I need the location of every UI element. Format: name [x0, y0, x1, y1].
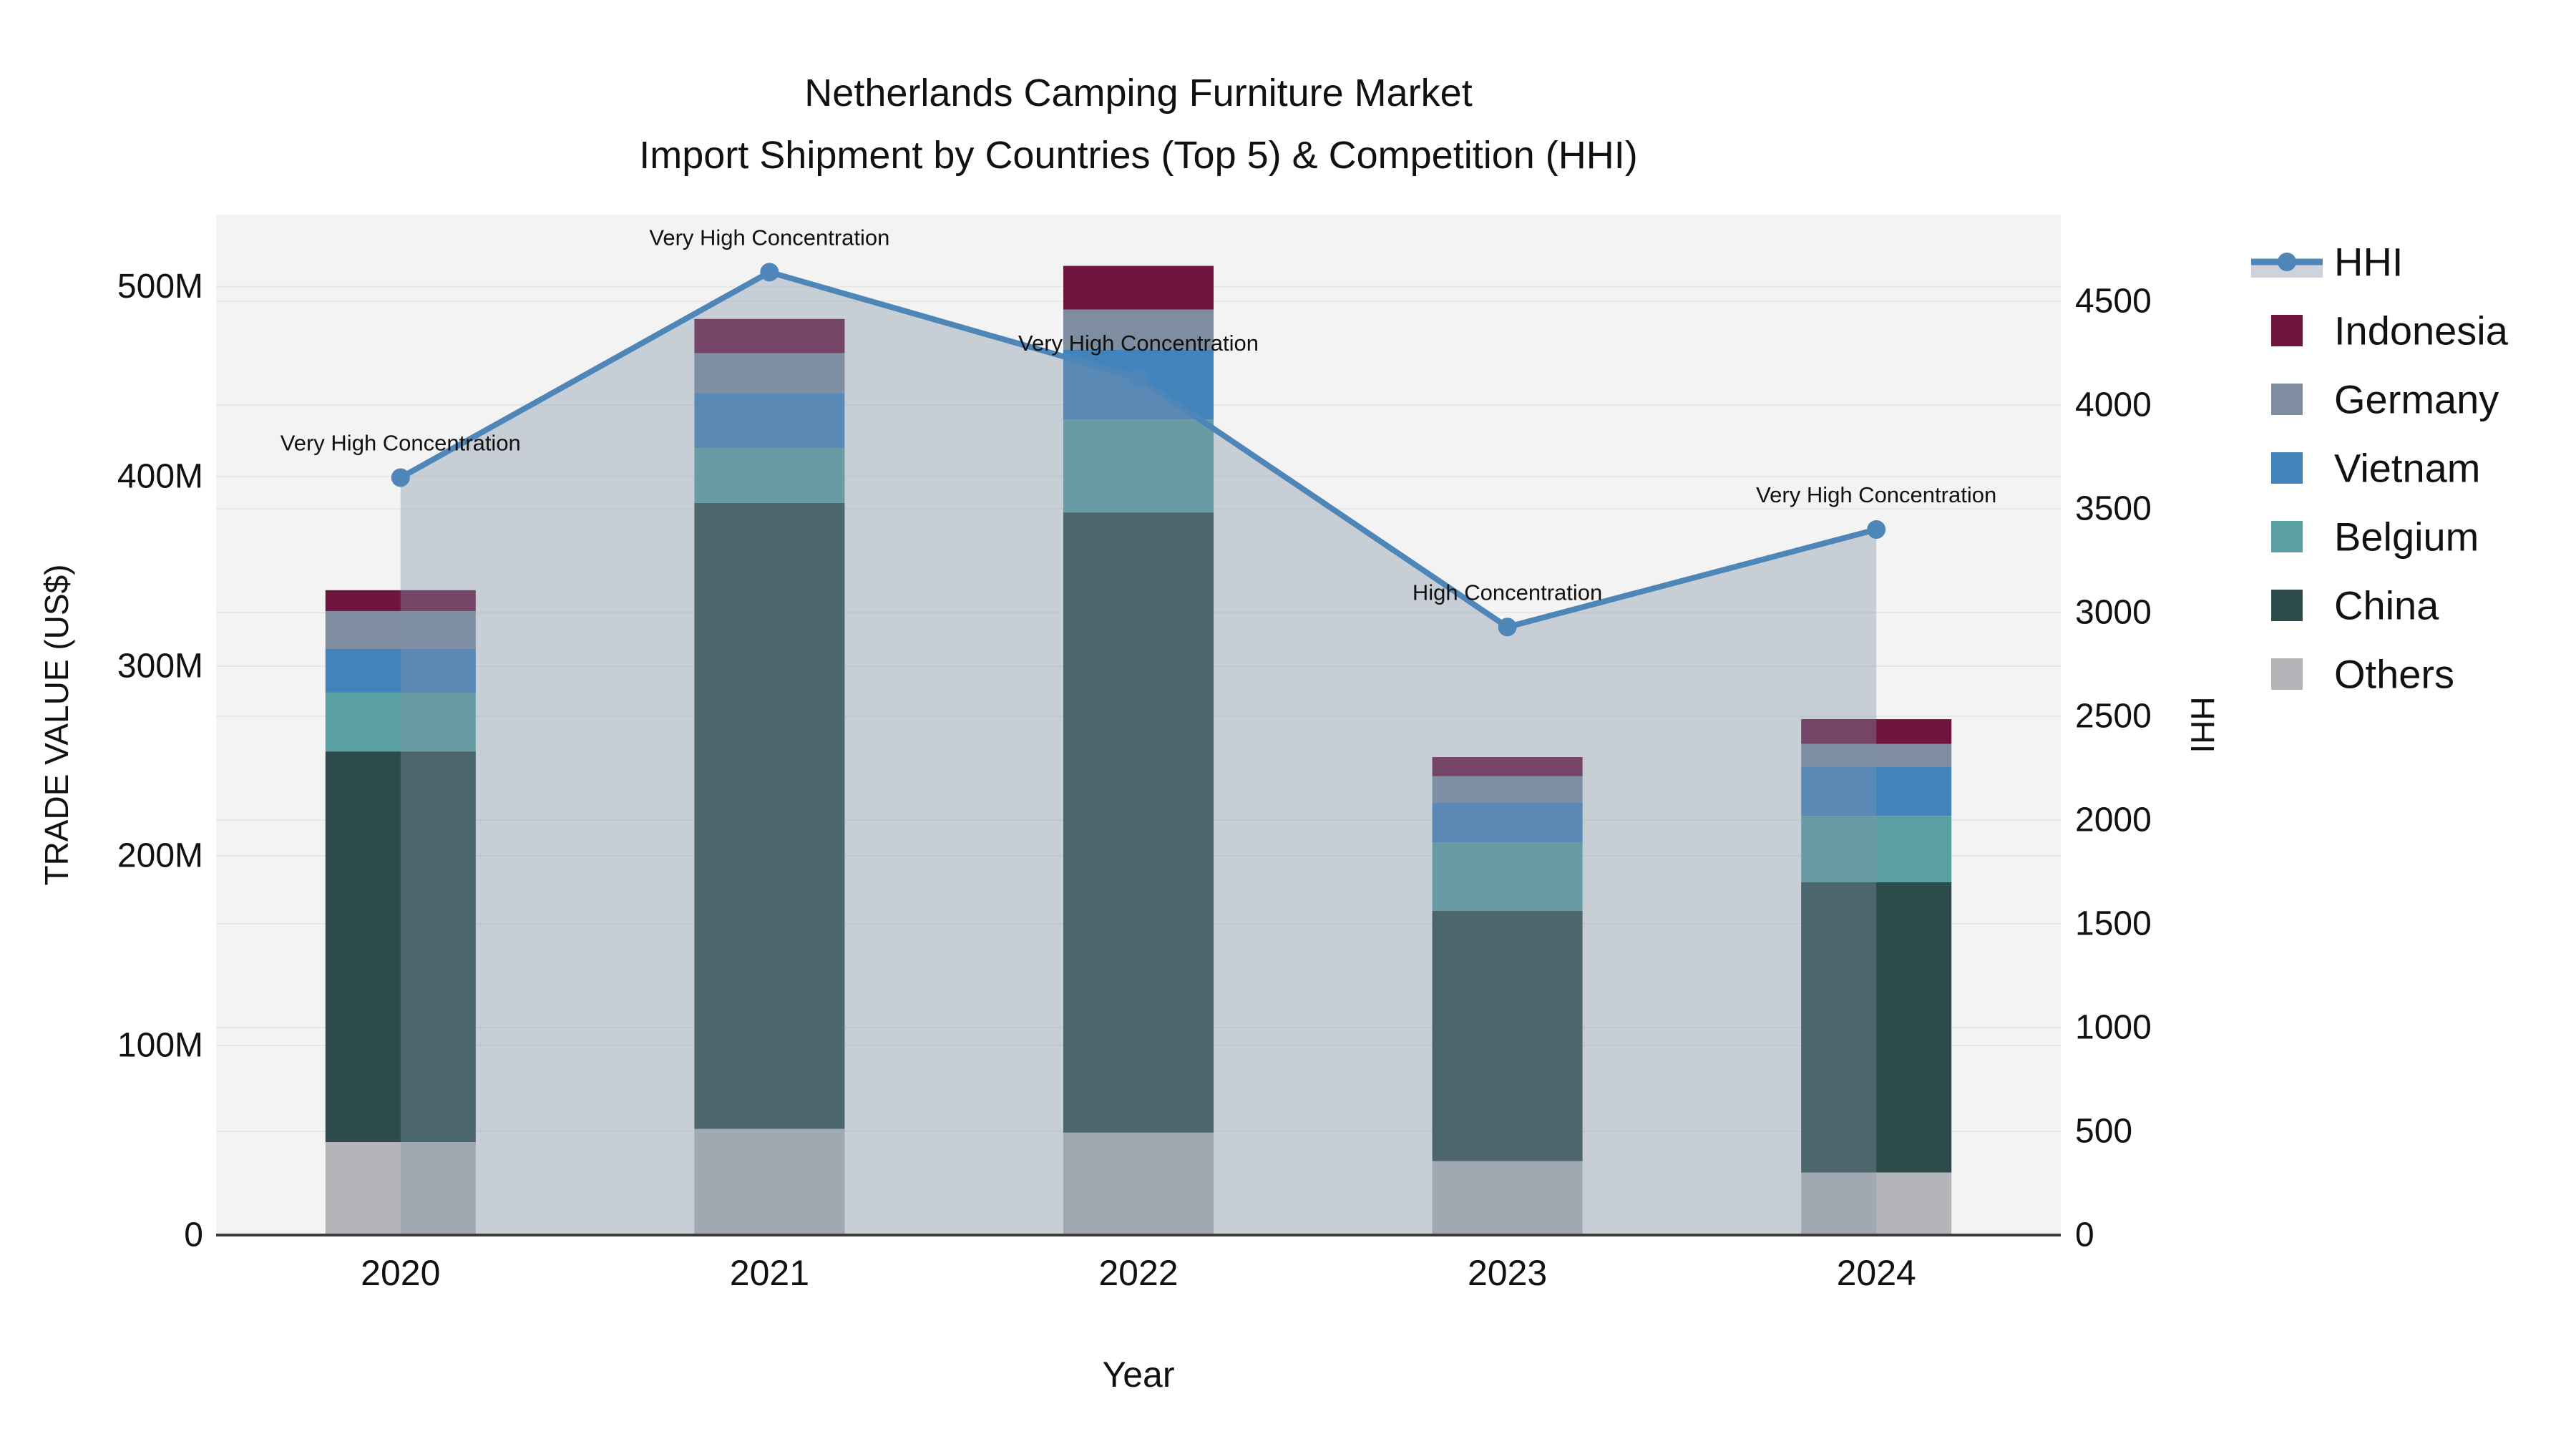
- bar-segment-2023-china[interactable]: [1432, 910, 1583, 1161]
- bar-segment-2023-germany[interactable]: [1432, 776, 1583, 803]
- legend-swatch-belgium: [2271, 521, 2303, 552]
- ytick-right-4500: 4500: [2075, 282, 2152, 320]
- ytick-right-500: 500: [2075, 1112, 2132, 1150]
- xtick-2024: 2024: [1837, 1253, 1916, 1293]
- bar-segment-2024-belgium[interactable]: [1801, 816, 1952, 882]
- ytick-right-1500: 1500: [2075, 904, 2152, 942]
- bar-segment-2022-indonesia[interactable]: [1063, 265, 1214, 310]
- bar-segment-2020-china[interactable]: [325, 751, 476, 1143]
- legend-label-vietnam: Vietnam: [2334, 446, 2480, 491]
- ytick-right-3500: 3500: [2075, 489, 2152, 527]
- legend-item-indonesia[interactable]: Indonesia: [2271, 308, 2509, 353]
- legend-label-china: China: [2334, 583, 2439, 628]
- bar-segment-2021-germany[interactable]: [694, 353, 845, 394]
- legend-swatch-china: [2271, 590, 2303, 621]
- bar-segment-2023-vietnam[interactable]: [1432, 802, 1583, 843]
- hhi-marker-2023[interactable]: [1498, 618, 1517, 637]
- legend-item-others[interactable]: Others: [2271, 652, 2454, 697]
- hhi-marker-2022[interactable]: [1129, 369, 1148, 388]
- bar-segment-2023-belgium[interactable]: [1432, 842, 1583, 911]
- ytick-right-2000: 2000: [2075, 801, 2152, 839]
- ytick-left-400M: 400M: [117, 457, 203, 495]
- annotation-2020: Very High Concentration: [280, 430, 521, 455]
- x-axis-title: Year: [1102, 1355, 1174, 1395]
- bar-segment-2024-china[interactable]: [1801, 882, 1952, 1173]
- stacked-bars-layer: [325, 265, 1952, 1235]
- xtick-2023: 2023: [1468, 1253, 1547, 1293]
- bar-segment-2021-others[interactable]: [694, 1128, 845, 1235]
- chart-title: Netherlands Camping Furniture Market: [804, 72, 1472, 114]
- xtick-2020: 2020: [361, 1253, 440, 1293]
- legend-label-indonesia: Indonesia: [2334, 308, 2509, 353]
- legend-item-china[interactable]: China: [2271, 583, 2439, 628]
- bar-segment-2023-indonesia[interactable]: [1432, 757, 1583, 776]
- bar-segment-2022-germany[interactable]: [1063, 309, 1214, 350]
- bar-segment-2020-indonesia[interactable]: [325, 590, 476, 611]
- xtick-2022: 2022: [1098, 1253, 1178, 1293]
- bar-segment-2022-china[interactable]: [1063, 512, 1214, 1133]
- hhi-area-fill: [400, 272, 1877, 1235]
- annotation-2023: High Concentration: [1413, 580, 1602, 605]
- annotation-2024: Very High Concentration: [1756, 482, 1996, 507]
- legend-swatch-vietnam: [2271, 452, 2303, 484]
- ytick-right-0: 0: [2075, 1216, 2094, 1254]
- bar-segment-2024-vietnam[interactable]: [1801, 766, 1952, 816]
- bar-segment-2020-belgium[interactable]: [325, 692, 476, 752]
- chart-subtitle: Import Shipment by Countries (Top 5) & C…: [639, 134, 1638, 177]
- bar-segment-2024-germany[interactable]: [1801, 743, 1952, 767]
- legend-layer: HHI Indonesia Germany Vietnam Belgium China Ot…: [2251, 240, 2509, 697]
- bar-segment-2022-belgium[interactable]: [1063, 419, 1214, 513]
- ytick-right-4000: 4000: [2075, 386, 2152, 424]
- legend-swatch-others: [2271, 658, 2303, 690]
- ytick-right-3000: 3000: [2075, 593, 2152, 631]
- bar-segment-2022-others[interactable]: [1063, 1132, 1214, 1235]
- bar-segment-2021-belgium[interactable]: [694, 448, 845, 503]
- bar-segment-2024-indonesia[interactable]: [1801, 719, 1952, 744]
- ytick-right-1000: 1000: [2075, 1008, 2152, 1046]
- bar-segment-2024-others[interactable]: [1801, 1172, 1952, 1235]
- bar-segment-2023-others[interactable]: [1432, 1161, 1583, 1235]
- legend-label-germany: Germany: [2334, 377, 2499, 422]
- ytick-right-2500: 2500: [2075, 697, 2152, 735]
- bar-segment-2020-others[interactable]: [325, 1142, 476, 1235]
- bar-segment-2021-indonesia[interactable]: [694, 318, 845, 353]
- bar-segment-2020-vietnam[interactable]: [325, 648, 476, 693]
- ytick-left-500M: 500M: [117, 268, 203, 306]
- y-axis-left-title: TRADE VALUE (US$): [38, 564, 75, 885]
- ytick-left-0: 0: [184, 1216, 203, 1254]
- legend-swatch-indonesia: [2271, 315, 2303, 346]
- xtick-2021: 2021: [730, 1253, 809, 1293]
- legend-label-belgium: Belgium: [2334, 514, 2479, 560]
- legend-item-vietnam[interactable]: Vietnam: [2271, 446, 2480, 491]
- annotation-2022: Very High Concentration: [1018, 331, 1259, 356]
- legend-label-hhi: HHI: [2334, 240, 2403, 285]
- ytick-left-100M: 100M: [117, 1026, 203, 1064]
- ytick-left-300M: 300M: [117, 647, 203, 685]
- legend-hhi-marker-sample: [2278, 253, 2296, 271]
- bar-segment-2020-germany[interactable]: [325, 610, 476, 649]
- hhi-marker-2024[interactable]: [1867, 519, 1886, 539]
- bar-segment-2021-china[interactable]: [694, 502, 845, 1129]
- legend-item-hhi[interactable]: HHI: [2251, 240, 2403, 285]
- axes-layer: 0 100M 200M 300M 400M 500M 0 500 1000 1500 2000 250…: [117, 268, 2152, 1293]
- legend-label-others: Others: [2334, 652, 2454, 697]
- annotations-layer: Very High Concentration Very High Concent…: [280, 225, 1996, 605]
- y-axis-right-title: HHI: [2184, 696, 2221, 753]
- legend-swatch-germany: [2271, 384, 2303, 415]
- legend-item-belgium[interactable]: Belgium: [2271, 514, 2479, 560]
- hhi-marker-2020[interactable]: [391, 468, 410, 487]
- legend-item-germany[interactable]: Germany: [2271, 377, 2499, 422]
- hhi-line-layer: [391, 263, 1886, 637]
- bar-segment-2021-vietnam[interactable]: [694, 393, 845, 449]
- hhi-area-layer: [400, 272, 1877, 1235]
- hhi-marker-2021[interactable]: [760, 263, 779, 282]
- annotation-2021: Very High Concentration: [649, 225, 889, 250]
- ytick-left-200M: 200M: [117, 836, 203, 874]
